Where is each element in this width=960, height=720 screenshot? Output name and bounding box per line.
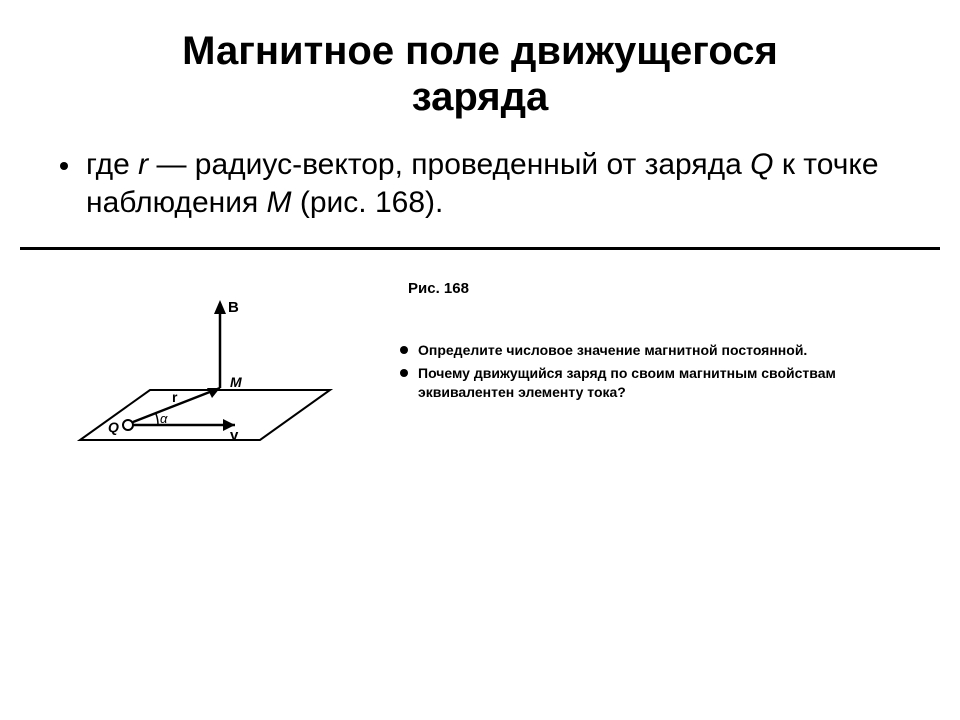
bullet-tail: (рис. 168). bbox=[292, 186, 444, 219]
q-label: Q bbox=[108, 419, 119, 435]
b-arrowhead bbox=[214, 300, 226, 314]
bullet-r: r bbox=[138, 148, 148, 181]
bullet-pre: где bbox=[86, 148, 138, 181]
bullet-Q: Q bbox=[750, 148, 773, 181]
charge-point bbox=[123, 420, 133, 430]
alpha-label: α bbox=[160, 411, 168, 426]
question-2-text: Почему движущийся заряд по своим магнитн… bbox=[418, 364, 920, 402]
bullet-mid1: — радиус-вектор, проведенный от заряда bbox=[148, 148, 750, 181]
question-bullet-icon bbox=[400, 369, 408, 377]
r-label: r bbox=[172, 389, 178, 405]
bullet-text: где r — радиус-вектор, проведенный от за… bbox=[86, 146, 900, 221]
lower-section: B M r α v Q Рис. 168 Определите числовое… bbox=[0, 250, 960, 485]
right-column: Рис. 168 Определите числовое значение ма… bbox=[400, 280, 920, 485]
angle-arc bbox=[156, 414, 158, 425]
bullet-marker bbox=[60, 162, 68, 170]
question-1: Определите числовое значение магнитной п… bbox=[400, 341, 920, 360]
title-line-2: заряда bbox=[0, 74, 960, 120]
body-bullet: где r — радиус-вектор, проведенный от за… bbox=[0, 120, 960, 221]
question-bullet-icon bbox=[400, 346, 408, 354]
title-line-1: Магнитное поле движущегося bbox=[0, 28, 960, 74]
bullet-M: М bbox=[267, 186, 292, 219]
v-label: v bbox=[230, 427, 239, 444]
b-label: B bbox=[228, 299, 239, 316]
figure-caption: Рис. 168 bbox=[408, 280, 920, 297]
slide-title: Магнитное поле движущегося заряда bbox=[0, 0, 960, 120]
question-1-text: Определите числовое значение магнитной п… bbox=[418, 341, 807, 360]
vector-diagram: B M r α v Q bbox=[60, 280, 360, 485]
m-label: M bbox=[230, 374, 242, 390]
question-2: Почему движущийся заряд по своим магнитн… bbox=[400, 364, 920, 402]
